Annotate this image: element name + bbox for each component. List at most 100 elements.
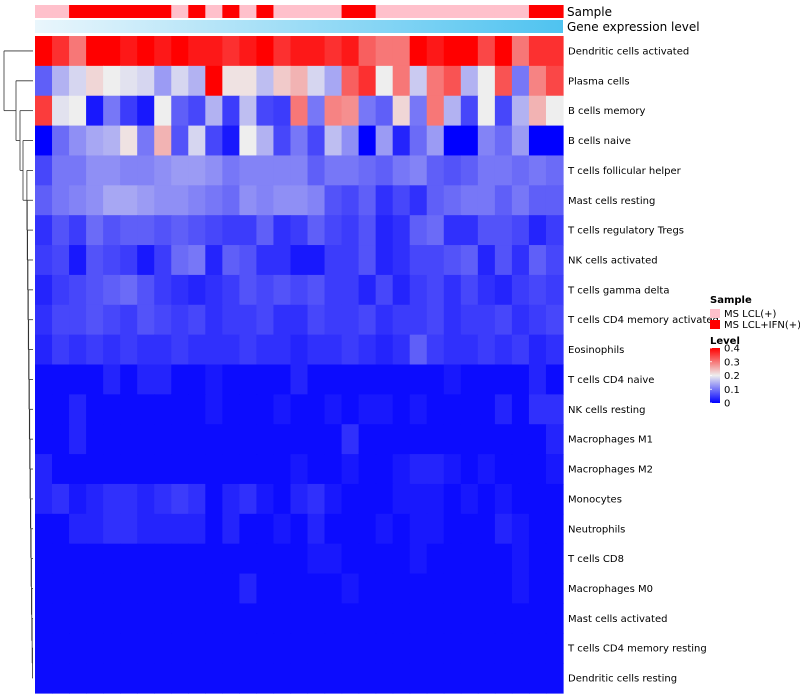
heatmap-cell [375,543,394,575]
heatmap-cell [273,185,292,216]
heatmap-cell [86,185,104,216]
heatmap-cell [409,663,428,694]
sample-annotation-cell [137,5,155,18]
heatmap-cell [52,633,70,664]
heatmap-cell [460,95,479,127]
heatmap-cell [188,573,206,605]
heatmap-cell [256,364,275,395]
heatmap-cell [256,36,275,67]
heatmap-cell [426,513,445,545]
heatmap-cell [154,364,172,395]
heatmap-cell [358,36,377,67]
heatmap-cell [460,394,479,425]
heatmap-cell [205,304,223,336]
heatmap-cell [188,334,206,366]
heatmap-cell [460,454,479,485]
heatmap-cell [103,36,121,67]
heatmap-cell [324,274,343,306]
heatmap-cell [460,573,479,605]
heatmap-cell [307,65,326,97]
heatmap-cell [375,483,394,515]
heatmap-cell [69,334,87,366]
heatmap-cell [154,663,172,694]
heatmap-cell [154,424,172,455]
heatmap-cell [409,513,428,545]
heatmap-cell [358,394,377,425]
heatmap-cell [528,245,547,276]
heatmap-cell [222,274,240,306]
heatmap-cell [35,394,53,425]
heatmap-cell [341,543,360,575]
heatmap-cell [392,394,411,425]
heatmap-cell [120,513,138,545]
heatmap-cell [86,274,104,306]
heatmap-cell [52,424,70,455]
heatmap-cell [290,304,309,336]
row-label: Mast cells activated [568,614,667,625]
heatmap-cell [494,185,513,216]
heatmap-cell [120,36,138,67]
heatmap-cell [545,155,564,186]
heatmap-cell [120,483,138,515]
heatmap-cell [205,125,223,157]
heatmap-cell [392,185,411,216]
heatmap-cell [154,155,172,186]
heatmap-cell [273,334,292,366]
heatmap-cell [392,215,411,246]
heatmap-cell [494,155,513,186]
heatmap-cell [171,125,189,157]
heatmap-cell [375,304,394,336]
heatmap-cell [273,364,292,395]
heatmap-cell [69,543,87,575]
heatmap-cell [69,185,87,216]
heatmap-cell [52,454,70,485]
heatmap-cell [460,274,479,306]
heatmap-cell [273,36,292,67]
heatmap-cell [443,36,462,67]
heatmap-cell [324,483,343,515]
heatmap-cell [443,424,462,455]
heatmap-cell [35,95,53,127]
heatmap-cell [290,454,309,485]
heatmap-cell [69,245,87,276]
heatmap-cell [358,603,377,634]
heatmap-cell [324,304,343,336]
heatmap-cell [52,513,70,545]
heatmap-cell [120,663,138,694]
row-label: Macrophages M0 [568,584,653,595]
heatmap-cell [171,603,189,634]
heatmap-cell [307,304,326,336]
heatmap-cell [222,513,240,545]
heatmap-cell [171,483,189,515]
heatmap-cell [375,424,394,455]
legend-swatch-ms-lcl [710,309,720,318]
heatmap-cell [222,663,240,694]
heatmap-cell [137,603,155,634]
heatmap-cell [52,483,70,515]
heatmap-cell [205,394,223,425]
heatmap-cell [86,573,104,605]
heatmap-cell [171,394,189,425]
heatmap-cell [324,185,343,216]
heatmap-cell [511,424,530,455]
heatmap-cell [477,334,496,366]
heatmap-cell [222,155,240,186]
heatmap-cell [307,603,326,634]
heatmap-cell [35,185,53,216]
heatmap-cell [392,125,411,157]
heatmap-cell [477,663,496,694]
heatmap-cell [103,483,121,515]
heatmap-cell [341,603,360,634]
heatmap-cell [528,155,547,186]
heatmap-cell [188,245,206,276]
heatmap-cell [205,543,223,575]
heatmap-cell [358,483,377,515]
heatmap-cell [358,454,377,485]
heatmap-cell [103,334,121,366]
heatmap-cell [205,483,223,515]
heatmap-cell [86,65,104,97]
heatmap-cell [443,454,462,485]
row-label: T cells gamma delta [567,285,669,296]
heatmap-cell [426,424,445,455]
heatmap-cell [103,663,121,694]
